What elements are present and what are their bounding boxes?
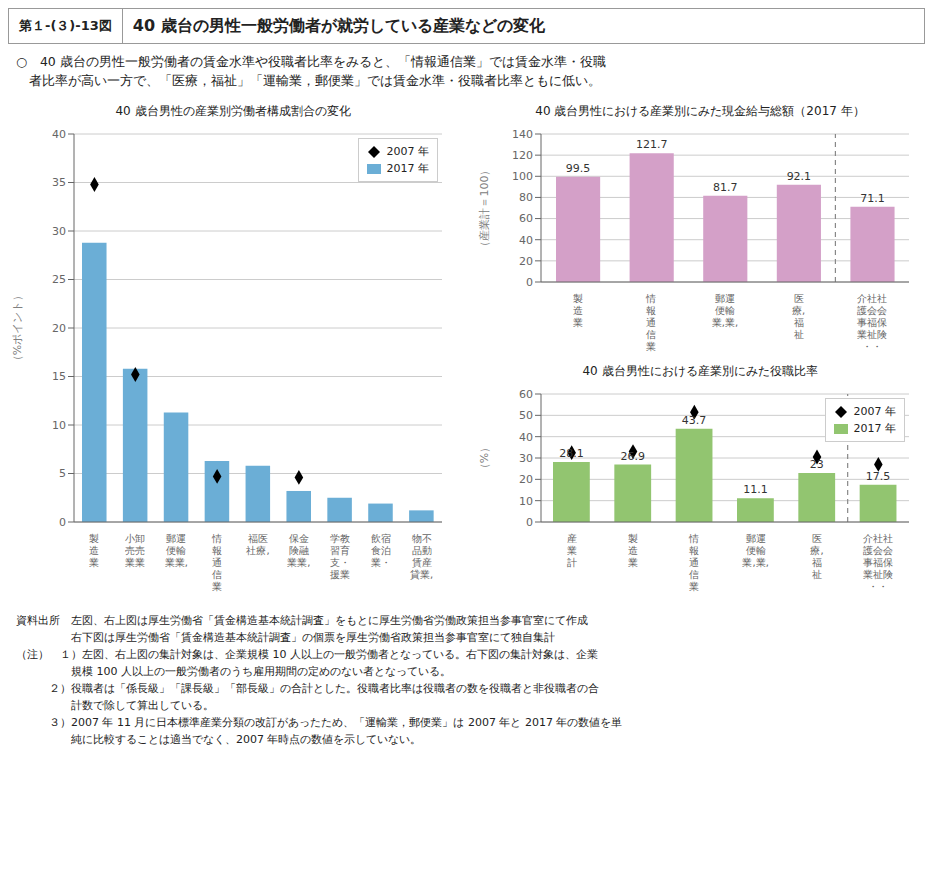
svg-text:0: 0 (526, 516, 533, 529)
svg-text:産業計: 産業計 (567, 533, 577, 568)
svg-text:物不品動賃産貸業,: 物不品動賃産貸業, (410, 533, 433, 580)
svg-text:飲宿食泊業・: 飲宿食泊業・ (371, 533, 391, 568)
html-text:2017 年: 2017 年 (853, 422, 896, 435)
svg-text:140: 140 (512, 128, 533, 141)
svg-text:（%ポイント）: （%ポイント） (11, 290, 24, 366)
svg-text:郵運便輸業業,: 郵運便輸業業, (165, 533, 188, 568)
svg-text:20: 20 (519, 255, 533, 268)
svg-text:60: 60 (519, 388, 533, 401)
svg-text:99.5: 99.5 (566, 162, 591, 175)
html-text:３）2007 年 11 月に日本標準産業分類の改訂があったた: ３）2007 年 11 月に日本標準産業分類の改訂があったため、「運輸業，郵便業… (16, 716, 623, 729)
svg-text:郵運便輸業,業,: 郵運便輸業,業, (742, 533, 768, 568)
svg-text:100: 100 (512, 170, 533, 183)
svg-text:0: 0 (526, 276, 533, 289)
svg-text:小卸売売業業: 小卸売売業業 (125, 533, 145, 568)
html-text:40 歳台男性における産業別にみた現金給与総額（2017 年: 40 歳台男性における産業別にみた現金給与総額（2017 年） (535, 104, 865, 118)
svg-text:5: 5 (59, 467, 66, 480)
svg-text:30: 30 (52, 225, 66, 238)
html-text:資料出所 左図、右上図は厚生労働省「賃金構造基本統計調査」を: 資料出所 左図、右上図は厚生労働省「賃金構造基本統計調査」をもとに厚生労働省労働… (16, 614, 588, 627)
svg-text:情報通信業: 情報通信業 (688, 533, 699, 592)
svg-text:92.1: 92.1 (787, 170, 812, 183)
svg-text:40: 40 (52, 128, 66, 141)
svg-text:学教習育支・援業: 学教習育支・援業 (330, 533, 350, 580)
svg-text:15: 15 (52, 370, 66, 383)
html-text:○ 40 歳台の男性一般労働者の賃金水準や役職者比率をみると: ○ 40 歳台の男性一般労働者の賃金水準や役職者比率をみると、「情報通信業」では… (16, 54, 606, 69)
svg-text:11.1: 11.1 (743, 483, 768, 496)
svg-text:情報通信業: 情報通信業 (645, 293, 656, 352)
svg-text:120: 120 (512, 149, 533, 162)
svg-text:60: 60 (519, 212, 533, 225)
html-text:（注） １）左図、右上図の集計対象は、企業規模 10 人以上: （注） １）左図、右上図の集計対象は、企業規模 10 人以上の一般労働者となって… (16, 648, 598, 661)
svg-text:情報通信業: 情報通信業 (211, 533, 222, 592)
html-text:純に比較することは適当でなく、2007 年時点の数値を示して: 純に比較することは適当でなく、2007 年時点の数値を示していない。 (16, 733, 422, 746)
svg-text:28.1: 28.1 (559, 447, 584, 460)
svg-text:17.5: 17.5 (866, 470, 891, 483)
svg-text:介社社護会会事福保業祉険・・: 介社社護会会事福保業祉険・・ (857, 293, 887, 352)
svg-text:30: 30 (519, 452, 533, 465)
html-text:計数で除して算出している。: 計数で除して算出している。 (16, 699, 214, 712)
svg-text:71.1: 71.1 (860, 192, 885, 205)
svg-text:（産業計＝100）: （産業計＝100） (478, 165, 491, 252)
svg-text:0: 0 (59, 516, 66, 529)
svg-text:製造業: 製造業 (573, 293, 583, 328)
svg-text:26.9: 26.9 (620, 450, 645, 463)
html-text:第１-(３)-13図: 第１-(３)-13図 (19, 18, 112, 33)
html-text:2007 年: 2007 年 (853, 405, 896, 418)
html-text:40 歳台男性の産業別労働者構成割合の変化: 40 歳台男性の産業別労働者構成割合の変化 (115, 104, 351, 118)
html-text:右下図は厚生労働省「賃金構造基本統計調査」の個票を厚生労働省: 右下図は厚生労働省「賃金構造基本統計調査」の個票を厚生労働省政策担当参事官室にて… (16, 631, 555, 644)
svg-text:10: 10 (52, 419, 66, 432)
html-text:40 歳台の男性一般労働者が就労している産業などの変化: 40 歳台の男性一般労働者が就労している産業などの変化 (132, 15, 545, 35)
svg-text:介社社護会会事福保業祉険・・: 介社社護会会事福保業祉険・・ (863, 533, 893, 592)
svg-text:23: 23 (810, 458, 824, 471)
svg-text:福医社療,: 福医社療, (246, 533, 269, 556)
svg-text:製造業: 製造業 (89, 533, 99, 568)
html-text:者比率が高い一方で、「医療，福祉」「運輸業，郵便業」では賃金: 者比率が高い一方で、「医療，福祉」「運輸業，郵便業」では賃金水準・役職者比率とも… (16, 73, 601, 88)
html-text:２）役職者は「係長級」「課長級」「部長級」の合計とした。役職: ２）役職者は「係長級」「課長級」「部長級」の合計とした。役職者比率は役職者の数を… (16, 682, 599, 695)
svg-text:20: 20 (52, 322, 66, 335)
svg-text:医療,福祉: 医療,福祉 (792, 293, 805, 340)
svg-text:40: 40 (519, 234, 533, 247)
svg-text:81.7: 81.7 (713, 181, 738, 194)
svg-text:43.7: 43.7 (682, 414, 707, 427)
svg-text:医療,福祉: 医療,福祉 (810, 533, 823, 580)
svg-text:121.7: 121.7 (636, 138, 668, 151)
html-text:規模 100 人以上の一般労働者のうち雇用期間の定めのない者: 規模 100 人以上の一般労働者のうち雇用期間の定めのない者となっている。 (16, 665, 451, 678)
svg-text:保金険融業業,: 保金険融業業, (287, 533, 310, 568)
svg-text:郵運便輸業,業,: 郵運便輸業,業, (712, 293, 738, 328)
svg-text:50: 50 (519, 409, 533, 422)
svg-text:25: 25 (52, 273, 66, 286)
svg-text:40: 40 (519, 431, 533, 444)
svg-text:（%）: （%） (478, 442, 491, 474)
svg-text:80: 80 (519, 191, 533, 204)
svg-text:20: 20 (519, 473, 533, 486)
svg-text:製造業: 製造業 (628, 533, 638, 568)
html-text:40 歳台男性における産業別にみた役職比率: 40 歳台男性における産業別にみた役職比率 (582, 364, 818, 378)
html-text:2007 年: 2007 年 (386, 145, 429, 158)
svg-text:10: 10 (519, 495, 533, 508)
svg-text:35: 35 (52, 176, 66, 189)
html-text:2017 年: 2017 年 (386, 162, 429, 175)
